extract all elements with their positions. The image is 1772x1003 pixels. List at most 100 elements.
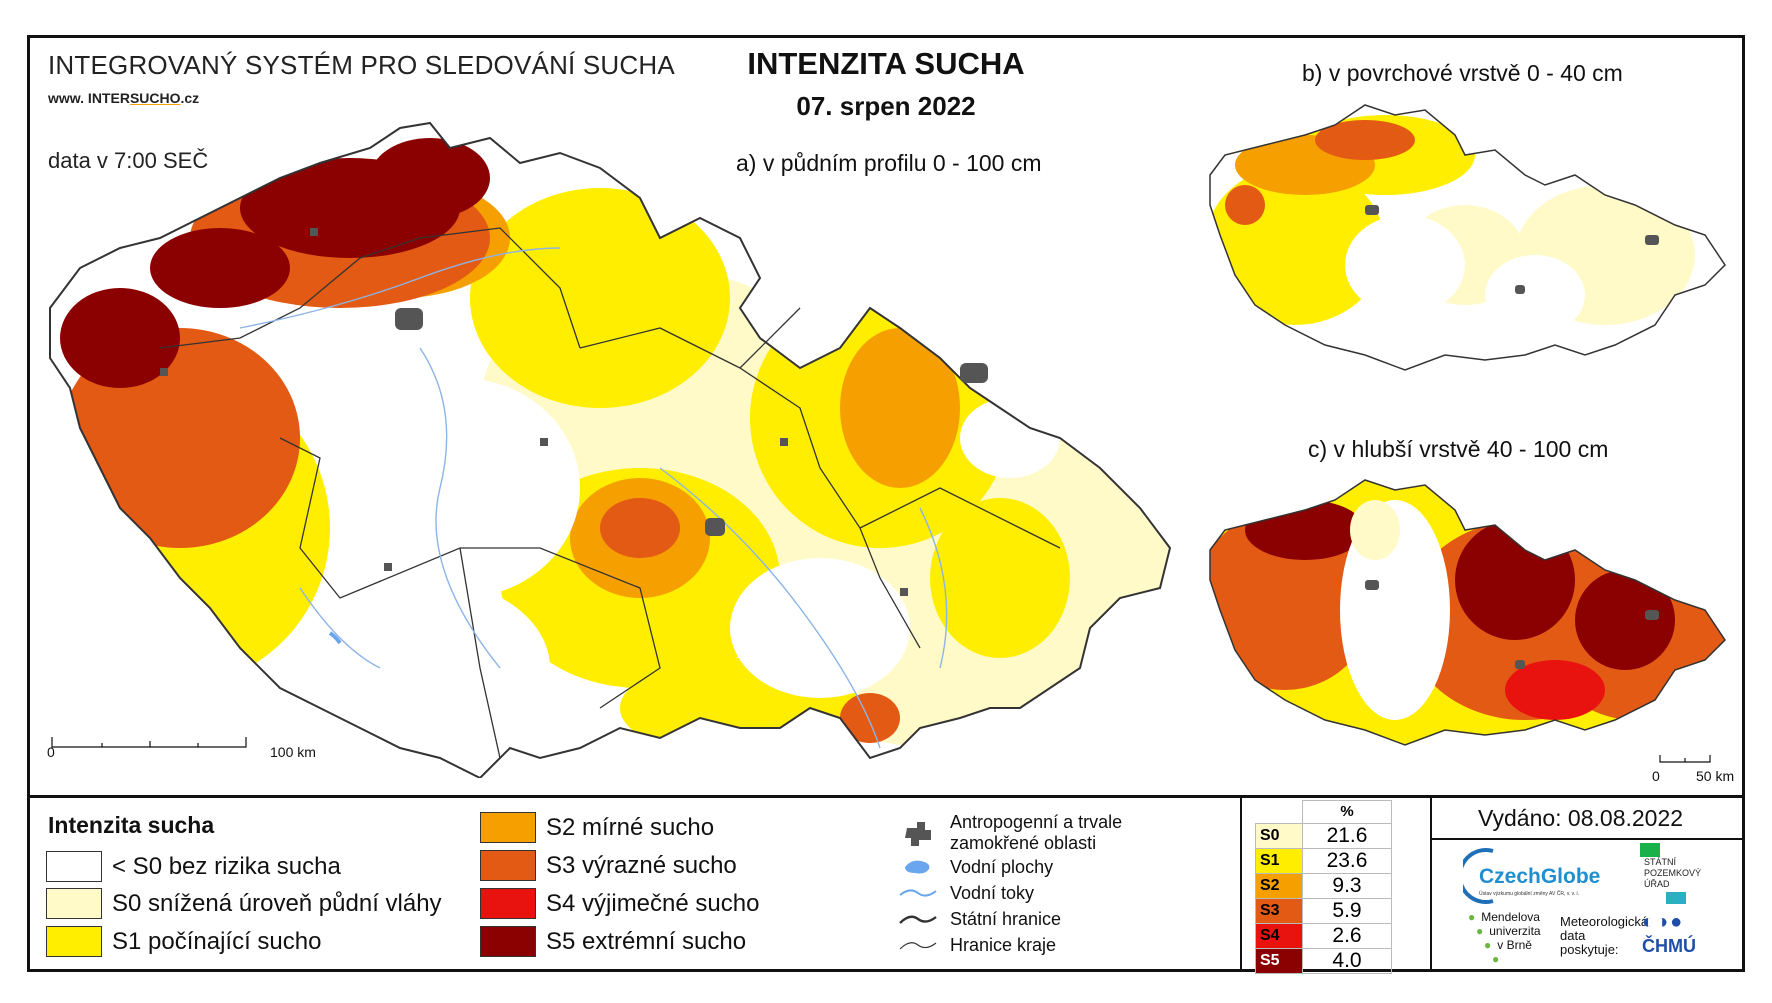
table-row: S1 23.6 [1255, 847, 1392, 874]
legend-swatch [480, 926, 536, 957]
table-row: S0 21.6 [1255, 822, 1392, 849]
chmi-mark-icon: ◐◑● [1642, 911, 1685, 933]
czechglobe-logo[interactable]: CzechGlobe Ústav výzkumu globální změny … [1463, 845, 1613, 915]
spu-line3: ÚŘAD [1644, 879, 1670, 889]
mendelu-logo[interactable]: ● Mendelova ● univerzita ● v Brně ● [1468, 910, 1541, 966]
stats-value: 21.6 [1302, 822, 1392, 849]
stats-table: % S0 21.6 S1 23.6 S2 9.3 S3 5.9 S4 2.6 S5 4.0 [1255, 800, 1392, 974]
figure-frame [27, 35, 1745, 972]
czechglobe-sub: Ústav výzkumu globální změny AV ČR, v. v… [1479, 891, 1580, 897]
page-title: INTENZITA SUCHA [747, 46, 1025, 81]
stats-divider-right [1430, 797, 1432, 972]
legend-rivers-label: Vodní toky [950, 882, 1035, 903]
legend-region-border-label: Hranice kraje [950, 934, 1057, 955]
scale-a-start: 0 [47, 744, 55, 760]
legend-region-border: Hranice kraje [896, 933, 1056, 957]
table-row: S2 9.3 [1255, 872, 1392, 899]
legend-label: S3 výrazné sucho [546, 851, 737, 879]
meteo-line3: poskytuje: [1560, 942, 1619, 957]
legend-swatch [46, 926, 102, 957]
legend-swatch [46, 851, 102, 882]
legend-swatch [480, 888, 536, 919]
spu-logo[interactable]: STÁTNÍ POZEMKOVÝ ÚŘAD [1640, 843, 1701, 904]
spu-line2: POZEMKOVÝ [1644, 868, 1702, 878]
stats-value: 23.6 [1302, 847, 1392, 874]
issued-date: Vydáno: 08.08.2022 [1478, 805, 1684, 831]
website-suffix: .cz [180, 90, 200, 106]
legend-label: S5 extrémní sucho [546, 927, 747, 955]
legend-state-border-label: Státní hranice [950, 908, 1062, 929]
mendelu-line1: Mendelova [1481, 910, 1540, 924]
table-row: S4 2.6 [1255, 922, 1392, 949]
legend-label: S0 snížená úroveň půdní vláhy [112, 889, 442, 917]
legend-separator [27, 795, 1745, 798]
scale-c-end: 50 km [1696, 768, 1735, 784]
legend-label: S1 počínající sucho [112, 927, 322, 955]
stats-class: S5 [1255, 947, 1303, 974]
issued-divider [1432, 838, 1745, 840]
legend-title: Intenzita sucha [48, 812, 215, 838]
legend-item-s0: S0 snížená úroveň půdní vláhy [46, 888, 442, 919]
stats-class: S4 [1255, 922, 1303, 949]
legend-label: S4 výjimečné sucho [546, 889, 760, 917]
region-border-icon [896, 933, 940, 957]
urban-area-icon [896, 821, 940, 846]
scale-c-start: 0 [1652, 768, 1660, 784]
stats-header-row: % [1256, 800, 1392, 824]
website-prefix: www. INTER [48, 90, 130, 106]
state-border-icon [896, 907, 940, 931]
stats-class: S3 [1255, 897, 1303, 924]
stats-class: S0 [1255, 822, 1303, 849]
legend-urban-label: Antropogenní a trvale zamokřené oblasti [950, 812, 1123, 853]
legend-rivers: Vodní toky [896, 881, 1034, 905]
mendelu-line2: univerzita [1489, 924, 1541, 938]
legend-label: S2 mírné sucho [546, 813, 715, 841]
legend-item-s3: S3 výrazné sucho [480, 850, 737, 881]
map-c-label: c) v hlubší vrstvě 40 - 100 cm [1308, 436, 1609, 462]
legend-item-s4: S4 výjimečné sucho [480, 888, 759, 919]
map-a-total-profile [49, 121, 1172, 778]
czechglobe-name: CzechGlobe [1479, 865, 1601, 888]
mendelu-line3: v Brně [1497, 938, 1532, 952]
stats-value: 9.3 [1302, 872, 1392, 899]
scale-bar-a [50, 735, 250, 760]
meteo-line1: Meteorologická [1560, 914, 1649, 929]
data-time: data v 7:00 SEČ [48, 148, 209, 173]
legend-item-s2: S2 mírné sucho [480, 812, 714, 843]
system-name: INTEGROVANÝ SYSTÉM PRO SLEDOVÁNÍ SUCHA [48, 50, 675, 80]
legend-swatch [480, 812, 536, 843]
stats-header: % [1302, 800, 1392, 824]
river-icon [896, 881, 940, 905]
stats-class: S2 [1255, 872, 1303, 899]
legend-state-border: Státní hranice [896, 907, 1061, 931]
legend-label: < S0 bez rizika sucha [112, 852, 341, 880]
map-b-label: b) v povrchové vrstvě 0 - 40 cm [1302, 60, 1623, 86]
legend-item-below-s0: < S0 bez rizika sucha [46, 851, 341, 882]
legend-item-s5: S5 extrémní sucho [480, 926, 746, 957]
chmi-name: ČHMÚ [1642, 936, 1696, 956]
map-a-label: a) v půdním profilu 0 - 100 cm [736, 150, 1042, 176]
stats-value: 4.0 [1302, 947, 1392, 974]
table-row: S3 5.9 [1255, 897, 1392, 924]
website-link[interactable]: www. INTERSUCHO.cz [48, 90, 199, 106]
legend-water-bodies-label: Vodní plochy [950, 856, 1054, 877]
stats-divider-left [1240, 797, 1242, 972]
legend-urban: Antropogenní a trvale zamokřené oblasti [896, 812, 1196, 854]
table-row: S5 4.0 [1255, 947, 1392, 974]
meteo-line2: data [1560, 928, 1586, 943]
website-mid: SUCHO [129, 90, 181, 106]
stats-value: 5.9 [1302, 897, 1392, 924]
legend-item-s1: S1 počínající sucho [46, 926, 321, 957]
map-date: 07. srpen 2022 [796, 91, 976, 121]
scale-a-end: 100 km [270, 744, 316, 760]
legend-swatch [46, 888, 102, 919]
stats-value: 2.6 [1302, 922, 1392, 949]
spu-mark-icon [1640, 843, 1660, 857]
spu-mark2-icon [1666, 892, 1686, 904]
legend-swatch [480, 850, 536, 881]
map-b-surface-layer [1209, 104, 1726, 371]
water-body-icon [896, 855, 940, 879]
legend-water-bodies: Vodní plochy [896, 855, 1053, 879]
spu-line1: STÁTNÍ [1644, 857, 1677, 867]
chmi-logo[interactable]: Meteorologická data poskytuje: ◐◑● ČHMÚ [1560, 912, 1696, 957]
